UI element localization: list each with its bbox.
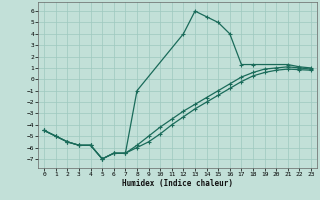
- X-axis label: Humidex (Indice chaleur): Humidex (Indice chaleur): [122, 179, 233, 188]
